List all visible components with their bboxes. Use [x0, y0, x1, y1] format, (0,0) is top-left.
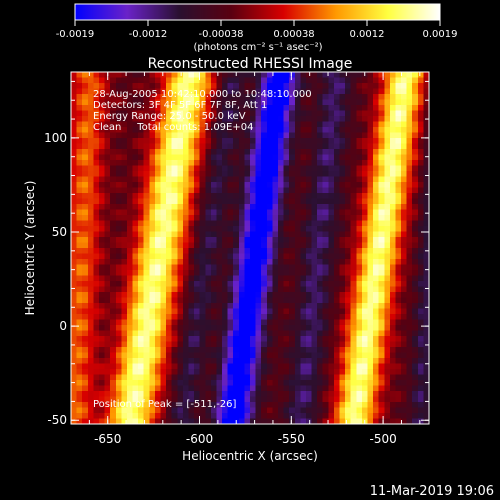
- colorbar-tick-label-1: -0.0012: [129, 29, 168, 40]
- y-tick-label-1: 0: [59, 319, 67, 333]
- colorbar-units: (photons cm⁻² s⁻¹ asec⁻²): [193, 42, 322, 53]
- x-tick-label-0: -650: [94, 432, 121, 446]
- info-time-range: 28-Aug-2005 10:42:10.000 to 10:48:10.000: [93, 89, 312, 100]
- colorbar-ticks: [74, 20, 441, 26]
- colorbar-tick-label-2: -0.00038: [199, 29, 244, 40]
- x-tick-label-1: -600: [186, 432, 213, 446]
- info-detectors: Detectors: 3F 4F 5F 6F 7F 8F, Att 1: [93, 100, 267, 111]
- colorbar-tick-label-3: 0.00038: [273, 29, 314, 40]
- colorbar: -0.0019 -0.0012 -0.00038 0.00038 0.0012 …: [56, 3, 458, 53]
- y-tick-label-2: 50: [52, 225, 67, 239]
- y-tick-label-0: -50: [47, 413, 67, 427]
- info-energy-range: Energy Range: 25.0 - 50.0 keV: [93, 111, 246, 122]
- info-clean-counts: Clean Total counts: 1.09E+04: [93, 122, 253, 133]
- plot-frame: [70, 71, 430, 425]
- colorbar-tick-label-5: 0.0019: [423, 29, 458, 40]
- observation-info: 28-Aug-2005 10:42:10.000 to 10:48:10.000…: [93, 89, 312, 410]
- x-axis-label: Heliocentric X (arcsec): [182, 449, 318, 463]
- y-axis-label: Heliocentric Y (arcsec): [23, 181, 37, 316]
- colorbar-gradient: [74, 3, 441, 21]
- x-tick-label-3: -500: [369, 432, 396, 446]
- colorbar-tick-label-4: 0.0012: [350, 29, 385, 40]
- colorbar-tick-label-0: -0.0019: [56, 29, 95, 40]
- heatmap-plot: [70, 71, 430, 425]
- heatmap-image: [71, 72, 429, 424]
- peak-position-label: Position of Peak = [-511,-26]: [93, 399, 237, 410]
- axis-ticks: [71, 72, 429, 424]
- y-tick-label-3: 100: [44, 131, 67, 145]
- x-tick-label-2: -550: [278, 432, 305, 446]
- footer-timestamp: 11-Mar-2019 19:06: [370, 484, 494, 499]
- chart-title: Reconstructed RHESSI Image: [148, 56, 353, 72]
